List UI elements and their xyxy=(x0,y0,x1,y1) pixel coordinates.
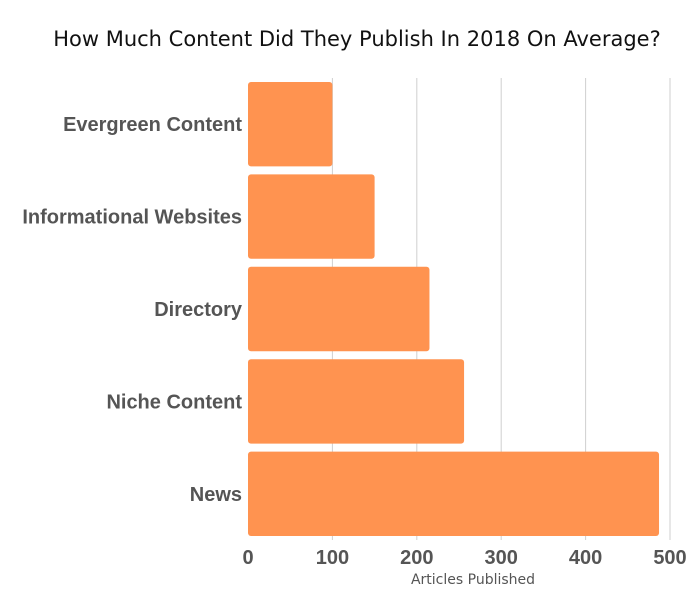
x-axis-title: Articles Published xyxy=(411,572,535,588)
category-label: Evergreen Content xyxy=(63,114,242,136)
x-tick-label: 0 xyxy=(242,547,253,569)
category-label: Directory xyxy=(154,299,243,321)
bar-evergreen-content xyxy=(248,82,333,167)
x-tick-labels: 0 100 200 300 400 500 xyxy=(242,547,686,569)
x-tick-label: 300 xyxy=(485,547,518,569)
bar-informational-websites xyxy=(248,174,375,259)
x-tick-label: 400 xyxy=(569,547,602,569)
category-label: News xyxy=(190,484,242,506)
category-label: Informational Websites xyxy=(22,207,242,229)
category-label: Niche Content xyxy=(106,391,242,413)
bar-news xyxy=(248,451,660,536)
x-tick-label: 100 xyxy=(316,547,349,569)
x-tick-label: 200 xyxy=(400,547,433,569)
bar-directory xyxy=(248,266,430,352)
bars xyxy=(248,82,660,536)
bar-niche-content xyxy=(248,359,465,444)
x-tick-label: 500 xyxy=(653,547,686,569)
chart-title: How Much Content Did They Publish In 201… xyxy=(53,27,661,51)
category-labels: Evergreen Content Informational Websites D… xyxy=(22,114,243,506)
